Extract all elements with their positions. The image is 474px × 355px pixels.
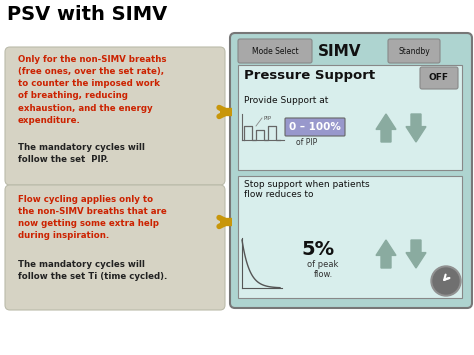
Text: Mode Select: Mode Select (252, 47, 298, 55)
Polygon shape (406, 240, 426, 268)
Text: of PIP: of PIP (296, 138, 318, 147)
Text: Flow cycling applies only to
the non-SIMV breaths that are
now getting some extr: Flow cycling applies only to the non-SIM… (18, 195, 167, 240)
FancyBboxPatch shape (238, 65, 462, 170)
Polygon shape (376, 114, 396, 142)
Text: Standby: Standby (398, 47, 430, 55)
FancyBboxPatch shape (285, 118, 345, 136)
Circle shape (431, 266, 461, 296)
Text: Provide Support at: Provide Support at (244, 96, 328, 105)
FancyBboxPatch shape (238, 39, 312, 63)
Text: OFF: OFF (429, 73, 449, 82)
Polygon shape (406, 114, 426, 142)
Text: PIP: PIP (264, 115, 272, 120)
FancyBboxPatch shape (388, 39, 440, 63)
Text: Stop support when patients
flow reduces to: Stop support when patients flow reduces … (244, 180, 370, 200)
FancyBboxPatch shape (5, 47, 225, 185)
Text: Pressure Support: Pressure Support (244, 69, 375, 82)
Text: of peak
flow.: of peak flow. (307, 260, 339, 279)
FancyBboxPatch shape (5, 185, 225, 310)
FancyBboxPatch shape (238, 176, 462, 298)
Text: 0 – 100%: 0 – 100% (289, 122, 341, 132)
Text: PSV with SIMV: PSV with SIMV (7, 5, 167, 24)
Text: The mandatory cycles will
follow the set Ti (time cycled).: The mandatory cycles will follow the set… (18, 260, 167, 281)
FancyBboxPatch shape (230, 33, 472, 308)
FancyBboxPatch shape (420, 67, 458, 89)
Text: SIMV: SIMV (318, 44, 362, 59)
Text: 5%: 5% (301, 240, 335, 259)
Text: The mandatory cycles will
follow the set  PIP.: The mandatory cycles will follow the set… (18, 143, 145, 164)
Circle shape (433, 268, 459, 294)
Polygon shape (376, 240, 396, 268)
Text: Only for the non-SIMV breaths
(free ones, over the set rate),
to counter the imp: Only for the non-SIMV breaths (free ones… (18, 55, 166, 125)
